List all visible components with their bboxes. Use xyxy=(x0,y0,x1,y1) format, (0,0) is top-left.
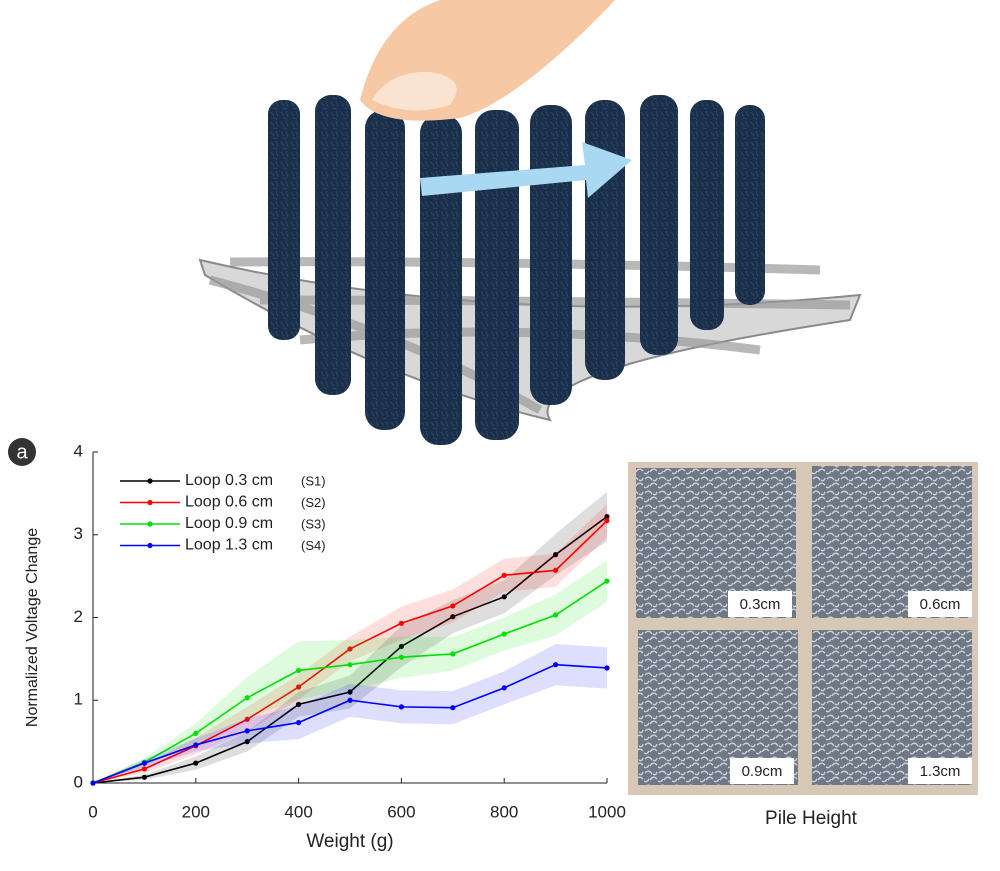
data-point xyxy=(398,704,404,710)
data-point xyxy=(347,697,353,703)
y-axis-label: Normalized Voltage Change xyxy=(24,528,41,727)
data-point xyxy=(141,766,147,772)
data-point xyxy=(553,552,559,558)
x-tick-label: 1000 xyxy=(588,802,626,821)
photo-label: 0.9cm xyxy=(742,763,783,780)
data-point xyxy=(244,695,250,701)
data-point xyxy=(244,739,250,745)
legend-tag: (S1) xyxy=(301,473,326,488)
data-point xyxy=(450,651,456,657)
legend-marker xyxy=(147,521,153,527)
data-point xyxy=(450,705,456,711)
data-point xyxy=(501,631,507,637)
legend-marker xyxy=(147,478,153,484)
legend-tag: (S3) xyxy=(301,516,326,531)
legend-label: Loop 0.9 cm xyxy=(185,515,273,532)
photo-label-box xyxy=(728,591,792,617)
data-point xyxy=(347,689,353,695)
data-point xyxy=(604,518,610,524)
legend-tag: (S4) xyxy=(301,538,326,553)
data-point xyxy=(604,513,610,520)
data-point xyxy=(501,572,507,578)
x-tick-label: 600 xyxy=(387,802,415,821)
data-point xyxy=(604,665,610,671)
x-tick-label: 0 xyxy=(88,802,97,821)
photo-label-box xyxy=(908,758,972,784)
data-point xyxy=(141,774,147,780)
legend-marker xyxy=(147,499,153,506)
photo-label-box xyxy=(730,758,794,784)
error-band xyxy=(93,643,607,783)
data-point xyxy=(90,780,96,786)
legend-label: Loop 0.3 cm xyxy=(185,472,273,489)
data-point xyxy=(296,684,302,690)
y-tick-label: 3 xyxy=(74,524,83,543)
photo-caption: Pile Height xyxy=(765,808,858,829)
photo-label: 1.3cm xyxy=(920,763,961,780)
data-point xyxy=(193,742,199,748)
data-point xyxy=(347,662,353,668)
panel-badge xyxy=(8,438,36,466)
data-point xyxy=(296,719,302,726)
data-point xyxy=(501,594,507,600)
error-band xyxy=(93,560,607,783)
data-point xyxy=(553,612,559,618)
photo xyxy=(628,462,978,795)
x-axis-label: Weight (g) xyxy=(306,831,393,852)
data-point xyxy=(450,603,456,609)
data-point xyxy=(296,701,302,707)
photo-label: 0.6cm xyxy=(920,596,961,613)
legend-tag: (S2) xyxy=(301,495,326,510)
data-point xyxy=(553,662,559,668)
data-point xyxy=(193,760,199,766)
x-tick-label: 200 xyxy=(182,802,210,821)
data-point xyxy=(244,716,250,722)
legend-marker xyxy=(147,542,153,549)
data-point xyxy=(244,728,250,734)
data-point xyxy=(398,654,404,660)
data-point xyxy=(604,578,610,584)
y-tick-label: 1 xyxy=(74,690,83,709)
y-tick-label: 0 xyxy=(74,772,83,791)
panel-label: a xyxy=(16,441,28,463)
data-point xyxy=(501,685,507,691)
y-tick-label: 2 xyxy=(74,607,83,626)
legend-label: Loop 1.3 cm xyxy=(185,537,273,554)
x-tick-label: 800 xyxy=(490,802,518,821)
legend-label: Loop 0.6 cm xyxy=(185,494,273,511)
data-point xyxy=(193,730,199,736)
data-point xyxy=(398,643,404,650)
y-tick-label: 4 xyxy=(74,441,83,460)
data-point xyxy=(347,646,353,652)
data-point xyxy=(553,567,559,573)
illustration xyxy=(198,0,862,445)
x-tick-label: 400 xyxy=(284,802,312,821)
data-point xyxy=(141,760,147,766)
data-point xyxy=(296,667,302,674)
error-band xyxy=(93,504,607,783)
photo-label: 0.3cm xyxy=(740,596,781,613)
data-point xyxy=(398,620,404,626)
photo-label-box xyxy=(908,591,972,617)
data-point xyxy=(450,614,456,620)
